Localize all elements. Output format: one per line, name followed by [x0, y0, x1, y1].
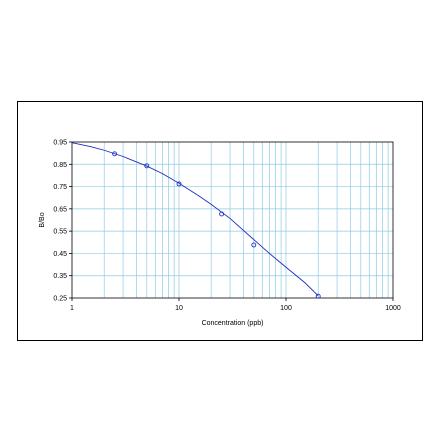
- plot-area: [71, 141, 394, 299]
- data-point: [251, 242, 257, 248]
- y-tick-labels: 0.25 0.35 0.45 0.55 0.65 0.75 0.85 0.95: [53, 140, 67, 303]
- axis-ticks: [69, 141, 394, 301]
- y-tick-label: 0.95: [53, 140, 67, 147]
- y-tick-label: 0.55: [53, 229, 67, 236]
- y-tick-label: 0.25: [53, 296, 67, 303]
- data-point: [219, 211, 225, 217]
- data-point: [112, 151, 118, 157]
- x-tick-label: 1000: [385, 305, 401, 312]
- chart-frame: 1 10 100 1000 0.25 0.35 0.45 0.55 0.65 0.75 0.85 0…: [17, 101, 423, 341]
- x-tick-label: 10: [175, 305, 183, 312]
- x-axis-label: Concentration (ppb): [202, 320, 264, 327]
- y-tick-label: 0.85: [53, 162, 67, 169]
- grid: [72, 142, 393, 298]
- fit-curve: [71, 142, 319, 297]
- y-tick-label: 0.45: [53, 251, 67, 258]
- data-point: [144, 163, 150, 169]
- x-tick-label: 100: [280, 305, 292, 312]
- y-axis-label: B/Bo: [39, 212, 46, 227]
- y-tick-label: 0.65: [53, 206, 67, 213]
- y-tick-label: 0.35: [53, 273, 67, 280]
- x-tick-labels: 1 10 100 1000: [70, 305, 401, 312]
- data-point: [315, 293, 321, 299]
- y-tick-label: 0.75: [53, 184, 67, 191]
- x-tick-label: 1: [70, 305, 74, 312]
- chart: 1 10 100 1000 0.250.350.450.550.650.750.850…: [39, 140, 401, 328]
- data-points: [112, 151, 321, 299]
- data-point: [176, 181, 182, 187]
